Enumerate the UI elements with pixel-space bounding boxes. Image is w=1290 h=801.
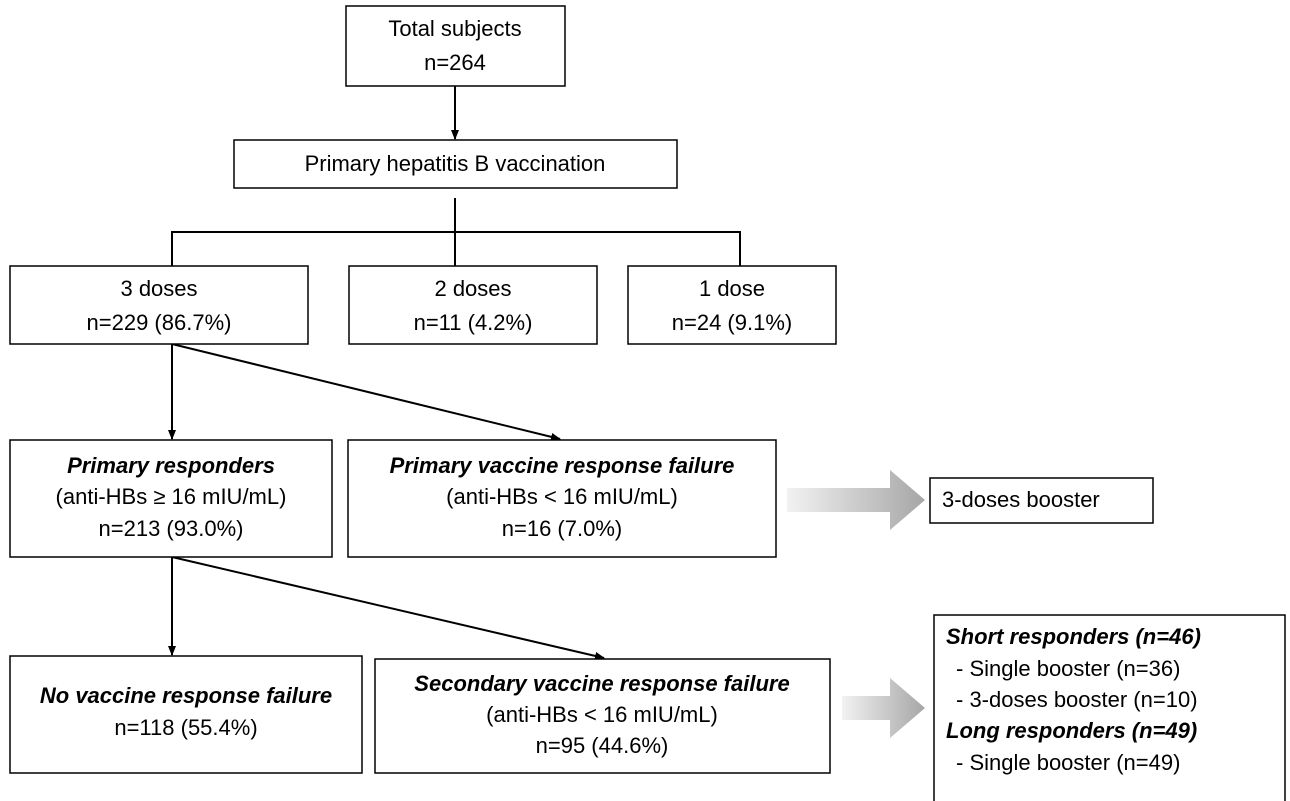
box <box>929 477 1154 524</box>
box <box>233 139 678 189</box>
node-text: Primary hepatitis B vaccination <box>305 151 606 176</box>
node-text: Secondary vaccine response failure <box>414 671 789 696</box>
block-arrow <box>787 470 925 530</box>
node-text: n=24 (9.1%) <box>672 310 792 335</box>
node-text: n=118 (55.4%) <box>114 715 257 740</box>
node-text: (anti-HBs < 16 mIU/mL) <box>446 484 678 509</box>
node-text: (anti-HBs < 16 mIU/mL) <box>486 702 718 727</box>
box <box>627 265 837 345</box>
connectors <box>168 86 925 738</box>
box <box>9 439 333 558</box>
box <box>933 614 1286 801</box>
node-text: n=264 <box>424 50 486 75</box>
node-text: n=11 (4.2%) <box>414 310 533 335</box>
node-text: n=213 (93.0%) <box>99 516 244 541</box>
node-text: No vaccine response failure <box>40 683 332 708</box>
box <box>345 5 566 87</box>
node-text: n=229 (86.7%) <box>87 310 232 335</box>
node-text: 1 dose <box>699 276 765 301</box>
node-text: 3-doses booster <box>942 487 1100 512</box>
node-text: (anti-HBs ≥ 16 mIU/mL) <box>56 484 287 509</box>
node-text: Short responders (n=46) <box>946 624 1201 649</box>
node-text: Primary responders <box>67 453 275 478</box>
box <box>9 655 363 774</box>
node-text: Total subjects <box>388 16 521 41</box>
node-text: 2 doses <box>434 276 511 301</box>
node-text: Long responders (n=49) <box>946 718 1197 743</box>
box <box>9 265 309 345</box>
node-text: n=16 (7.0%) <box>502 516 622 541</box>
arrow <box>171 556 605 660</box>
node-text: n=95 (44.6%) <box>536 733 669 758</box>
box <box>348 265 598 345</box>
node-text: - 3-doses booster (n=10) <box>956 687 1198 712</box>
node-text: - Single booster (n=36) <box>956 656 1180 681</box>
box <box>347 439 777 558</box>
node-text: 3 doses <box>120 276 197 301</box>
node-text: Primary vaccine response failure <box>390 453 735 478</box>
box <box>374 658 831 774</box>
node-text: - Single booster (n=49) <box>956 750 1180 775</box>
arrow <box>171 343 561 441</box>
block-arrow <box>842 678 925 738</box>
